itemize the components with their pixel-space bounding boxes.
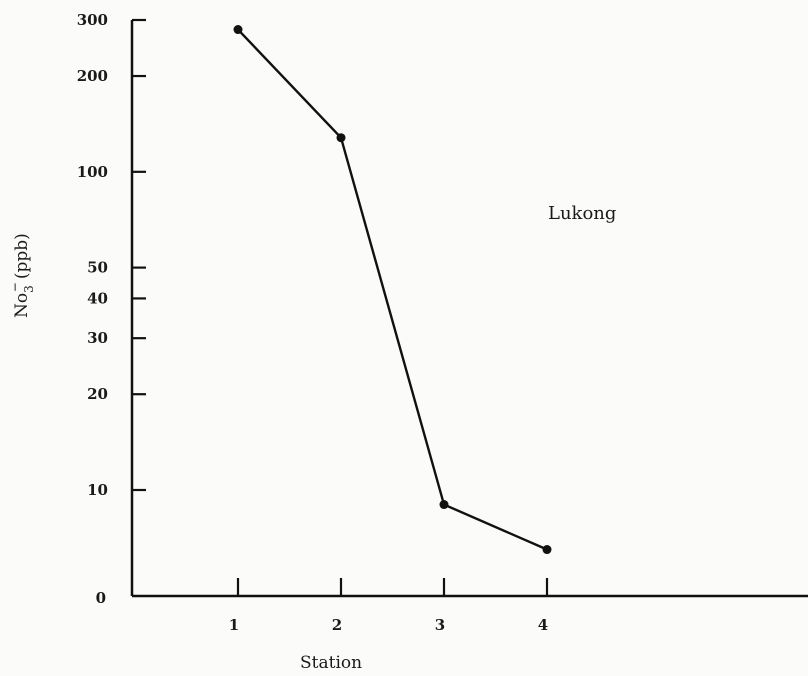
data-point <box>542 545 552 555</box>
x-tick-label: 2 <box>332 616 342 634</box>
x-ticks: 1 2 3 4 <box>229 578 548 634</box>
data-point <box>336 133 346 143</box>
y-tick-label: 50 <box>87 259 108 277</box>
series-line <box>237 28 548 551</box>
y-tick-label: 0 <box>96 589 106 607</box>
y-axis-title-unit: (ppb) <box>12 233 32 279</box>
y-tick-label: 300 <box>77 11 108 29</box>
y-tick-label: 200 <box>77 67 108 85</box>
x-axis-title: Station <box>300 653 362 673</box>
y-axis-title-subscript: 3 <box>22 285 36 293</box>
y-tick-label: 100 <box>77 163 108 181</box>
series <box>233 25 552 555</box>
x-tick-label: 1 <box>229 616 239 634</box>
y-axis-title: No3− (ppb) <box>8 233 36 318</box>
y-tick-label: 10 <box>87 481 108 499</box>
y-tick-label: 30 <box>87 329 108 347</box>
x-tick-label: 4 <box>538 616 548 634</box>
y-axis-title-main: No <box>12 293 32 318</box>
annotation-label: Lukong <box>548 203 616 224</box>
y-axis-title-superscript: − <box>8 282 22 292</box>
y-tick-label: 40 <box>87 289 108 307</box>
y-tick-label: 20 <box>87 385 108 403</box>
x-tick-label: 3 <box>435 616 445 634</box>
data-point <box>233 25 243 35</box>
data-point <box>439 500 449 510</box>
